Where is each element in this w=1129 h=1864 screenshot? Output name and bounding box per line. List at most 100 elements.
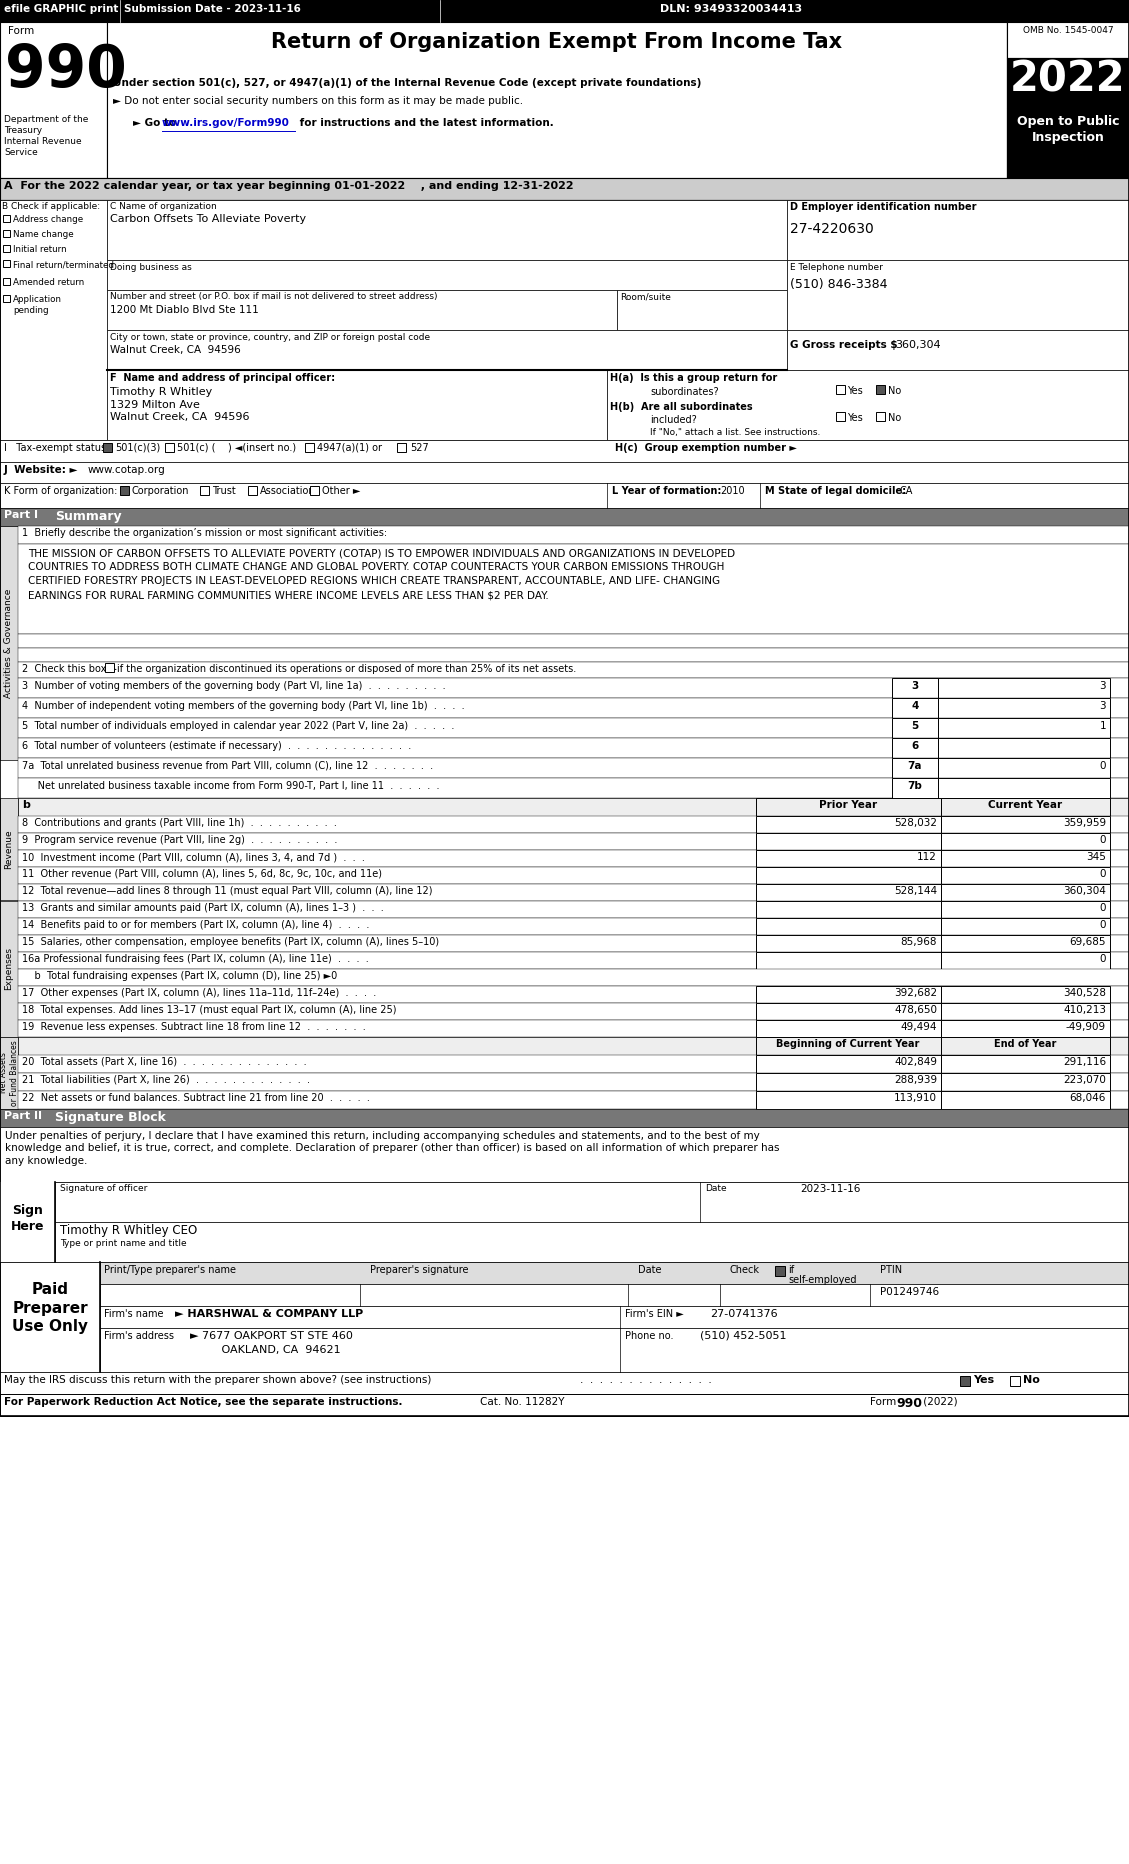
Text: Under penalties of perjury, I declare that I have examined this return, includin: Under penalties of perjury, I declare th… xyxy=(5,1131,779,1165)
Text: 8  Contributions and grants (Part VIII, line 1h)  .  .  .  .  .  .  .  .  .  .: 8 Contributions and grants (Part VIII, l… xyxy=(21,818,336,828)
Bar xyxy=(18,900,1129,917)
Text: H(a)  Is this a group return for: H(a) Is this a group return for xyxy=(610,373,777,382)
Bar xyxy=(1007,108,1129,177)
Text: 0: 0 xyxy=(1100,902,1106,913)
Text: 501(c)(3): 501(c)(3) xyxy=(115,444,160,453)
Bar xyxy=(940,1036,1110,1055)
Bar xyxy=(756,953,940,969)
Bar xyxy=(835,412,844,421)
Text: Department of the
Treasury
Internal Revenue
Service: Department of the Treasury Internal Reve… xyxy=(5,116,88,157)
Text: Part II: Part II xyxy=(5,1111,42,1120)
Bar xyxy=(940,867,1110,884)
Bar xyxy=(756,1036,940,1055)
Bar xyxy=(938,678,1110,697)
Text: 5: 5 xyxy=(911,721,919,731)
Text: 2022: 2022 xyxy=(1010,58,1126,101)
Text: 360,304: 360,304 xyxy=(1064,885,1106,897)
Text: 528,144: 528,144 xyxy=(894,885,937,897)
Text: 4  Number of independent voting members of the governing body (Part VI, line 1b): 4 Number of independent voting members o… xyxy=(21,701,465,710)
Bar xyxy=(107,330,787,369)
Bar xyxy=(787,199,1129,259)
Text: 15  Salaries, other compensation, employee benefits (Part IX, column (A), lines : 15 Salaries, other compensation, employe… xyxy=(21,938,439,947)
Bar xyxy=(756,1020,940,1036)
Text: B Check if applicable:: B Check if applicable: xyxy=(2,201,100,211)
Text: DLN: 93493320034413: DLN: 93493320034413 xyxy=(660,4,802,15)
Bar xyxy=(3,259,10,267)
Text: 360,304: 360,304 xyxy=(895,339,940,350)
Text: included?: included? xyxy=(650,416,697,425)
Bar xyxy=(3,229,10,237)
Bar xyxy=(756,986,940,1003)
Text: PTIN: PTIN xyxy=(879,1266,902,1275)
Text: J  Website: ►: J Website: ► xyxy=(5,464,79,475)
Bar xyxy=(18,1090,1129,1109)
Bar xyxy=(0,177,1129,199)
Bar xyxy=(940,1090,1110,1109)
Bar xyxy=(18,936,1129,953)
Text: 7b: 7b xyxy=(908,781,922,790)
Bar xyxy=(3,214,10,222)
Bar xyxy=(756,1055,940,1074)
Bar xyxy=(0,1036,18,1109)
Bar xyxy=(1007,22,1129,58)
Text: EARNINGS FOR RURAL FARMING COMMUNITIES WHERE INCOME LEVELS ARE LESS THAN $2 PER : EARNINGS FOR RURAL FARMING COMMUNITIES W… xyxy=(28,591,549,600)
Text: .  .  .  .  .  .  .  .  .  .  .  .  .  .: . . . . . . . . . . . . . . xyxy=(580,1376,711,1385)
Bar xyxy=(18,884,1129,900)
Bar xyxy=(3,278,10,285)
Text: Firm's EIN ►: Firm's EIN ► xyxy=(625,1309,684,1320)
Text: Sign
Here: Sign Here xyxy=(11,1204,45,1232)
Text: 501(c) (    ) ◄(insert no.): 501(c) ( ) ◄(insert no.) xyxy=(177,444,296,453)
Text: 7a  Total unrelated business revenue from Part VIII, column (C), line 12  .  .  : 7a Total unrelated business revenue from… xyxy=(21,761,434,772)
Bar xyxy=(787,330,1129,369)
Bar xyxy=(0,22,1129,177)
Text: b: b xyxy=(21,800,29,811)
Bar xyxy=(105,664,114,673)
Text: 990: 990 xyxy=(5,43,126,99)
Bar xyxy=(940,1003,1110,1020)
Bar xyxy=(756,1074,940,1090)
Text: P01249746: P01249746 xyxy=(879,1286,939,1297)
Bar xyxy=(0,199,107,440)
Text: Yes: Yes xyxy=(847,386,863,395)
Text: 2010: 2010 xyxy=(720,487,745,496)
Text: Paid
Preparer
Use Only: Paid Preparer Use Only xyxy=(12,1282,88,1335)
Text: K Form of organization:: K Form of organization: xyxy=(5,487,117,496)
Bar xyxy=(165,444,174,451)
Text: Date: Date xyxy=(704,1184,727,1193)
Text: 0: 0 xyxy=(1100,869,1106,880)
Text: No: No xyxy=(889,414,901,423)
Bar xyxy=(18,833,1129,850)
Bar xyxy=(787,259,1129,330)
Bar xyxy=(305,444,314,451)
Bar xyxy=(940,1020,1110,1036)
Text: self-employed: self-employed xyxy=(788,1275,857,1284)
Bar xyxy=(100,1284,1129,1307)
Text: 402,849: 402,849 xyxy=(894,1057,937,1066)
Text: Application
pending: Application pending xyxy=(14,295,62,315)
Bar xyxy=(55,1223,1129,1262)
Bar xyxy=(107,199,787,259)
Bar xyxy=(756,798,940,816)
Text: Open to Public
Inspection: Open to Public Inspection xyxy=(1017,116,1119,144)
Text: 2023-11-16: 2023-11-16 xyxy=(800,1184,860,1195)
Text: 4: 4 xyxy=(911,701,919,710)
Text: 13  Grants and similar amounts paid (Part IX, column (A), lines 1–3 )  .  .  .: 13 Grants and similar amounts paid (Part… xyxy=(21,902,384,913)
Bar xyxy=(892,738,938,759)
Text: F  Name and address of principal officer:: F Name and address of principal officer: xyxy=(110,373,335,382)
Text: 27-4220630: 27-4220630 xyxy=(790,222,874,237)
Text: ► Do not enter social security numbers on this form as it may be made public.: ► Do not enter social security numbers o… xyxy=(113,97,523,106)
Text: 6  Total number of volunteers (estimate if necessary)  .  .  .  .  .  .  .  .  .: 6 Total number of volunteers (estimate i… xyxy=(21,742,411,751)
Text: Beginning of Current Year: Beginning of Current Year xyxy=(777,1038,920,1049)
Text: Cat. No. 11282Y: Cat. No. 11282Y xyxy=(480,1396,564,1407)
Text: 19  Revenue less expenses. Subtract line 18 from line 12  .  .  .  .  .  .  .: 19 Revenue less expenses. Subtract line … xyxy=(21,1021,366,1033)
Bar xyxy=(0,509,1129,526)
Bar xyxy=(938,777,1110,798)
Text: 1329 Milton Ave: 1329 Milton Ave xyxy=(110,401,200,410)
Bar xyxy=(892,718,938,738)
Bar xyxy=(774,1266,785,1277)
Bar xyxy=(0,440,1129,462)
Bar xyxy=(756,936,940,953)
Text: ► Go to: ► Go to xyxy=(133,117,180,129)
Text: 291,116: 291,116 xyxy=(1062,1057,1106,1066)
Text: Name change: Name change xyxy=(14,229,73,239)
